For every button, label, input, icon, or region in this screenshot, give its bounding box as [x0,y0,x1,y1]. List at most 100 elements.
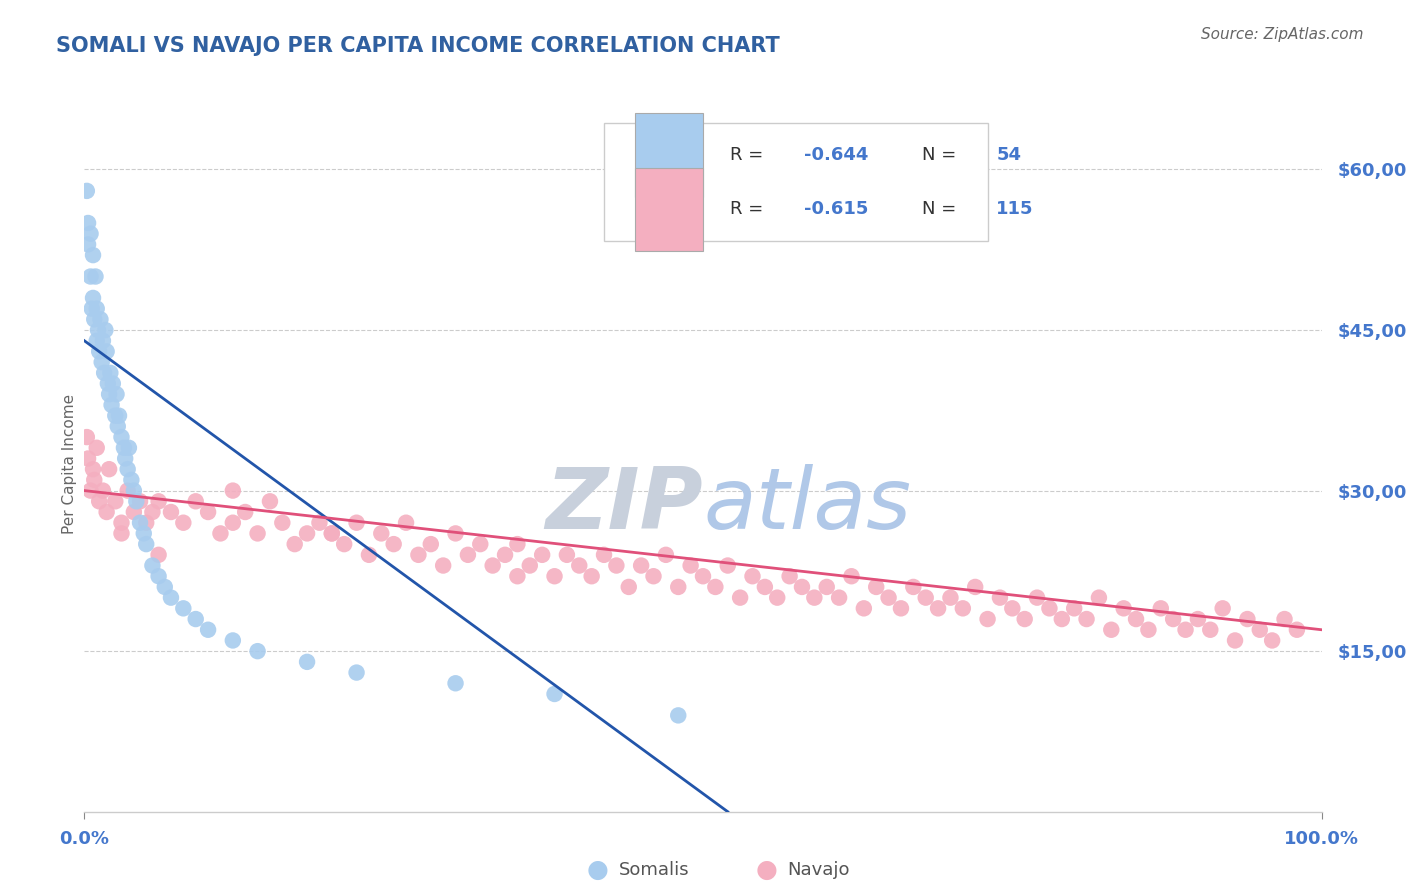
Point [988,591,1011,605]
Point [1199,623,1222,637]
Point [543,687,565,701]
Point [148,569,170,583]
Point [828,591,851,605]
Point [779,569,801,583]
Point [1174,623,1197,637]
Point [543,569,565,583]
Point [382,537,405,551]
Point [803,591,825,605]
Point [87,323,110,337]
Point [184,494,207,508]
Point [184,612,207,626]
Point [96,505,118,519]
Point [105,387,128,401]
Point [1223,633,1246,648]
Point [865,580,887,594]
Point [107,419,129,434]
Point [481,558,503,573]
Point [77,237,100,252]
Point [1261,633,1284,648]
Point [100,398,122,412]
Point [605,558,627,573]
Point [246,526,269,541]
Point [841,569,863,583]
Point [209,526,232,541]
Text: 115: 115 [997,201,1033,219]
FancyBboxPatch shape [636,113,703,196]
Text: 54: 54 [997,146,1021,164]
Point [79,269,101,284]
Point [82,462,104,476]
Point [927,601,949,615]
Point [1236,612,1258,626]
Point [125,494,148,508]
Point [1212,601,1234,615]
Text: Somalis: Somalis [619,861,689,879]
Point [506,569,529,583]
Point [630,558,652,573]
Point [419,537,441,551]
Text: Navajo: Navajo [787,861,849,879]
Point [112,441,135,455]
Point [815,580,838,594]
Text: R =: R = [730,201,769,219]
Point [555,548,578,562]
Point [86,334,108,348]
Point [222,483,245,498]
Point [76,430,98,444]
Point [222,633,245,648]
Point [148,548,170,562]
Point [728,591,751,605]
Point [271,516,294,530]
Point [79,483,101,498]
Point [666,708,689,723]
Point [444,676,467,690]
Point [117,483,139,498]
Point [77,216,100,230]
Point [197,623,219,637]
Point [1050,612,1073,626]
Point [80,301,103,316]
Point [148,494,170,508]
Point [308,516,330,530]
Point [852,601,875,615]
Point [1112,601,1135,615]
Point [952,601,974,615]
Point [295,655,318,669]
Point [1187,612,1209,626]
Point [246,644,269,658]
Point [395,516,418,530]
Point [408,548,430,562]
Point [110,430,132,444]
Point [790,580,813,594]
Point [1088,591,1111,605]
Point [1038,601,1060,615]
Point [741,569,763,583]
Point [98,366,121,380]
Point [118,441,141,455]
Point [766,591,789,605]
Point [82,291,104,305]
Point [114,451,136,466]
Point [93,366,115,380]
Point [877,591,900,605]
Point [581,569,603,583]
Point [1014,612,1036,626]
Text: Source: ZipAtlas.com: Source: ZipAtlas.com [1201,27,1364,42]
Point [432,558,454,573]
Text: R =: R = [730,146,769,164]
Point [617,580,640,594]
Point [172,516,194,530]
Point [94,323,117,337]
Point [593,548,616,562]
Point [141,505,163,519]
Point [135,516,157,530]
Point [1125,612,1147,626]
Point [370,526,392,541]
Point [321,526,343,541]
Text: -0.615: -0.615 [804,201,869,219]
FancyBboxPatch shape [636,168,703,251]
Point [1249,623,1271,637]
Point [77,451,100,466]
Point [98,387,121,401]
